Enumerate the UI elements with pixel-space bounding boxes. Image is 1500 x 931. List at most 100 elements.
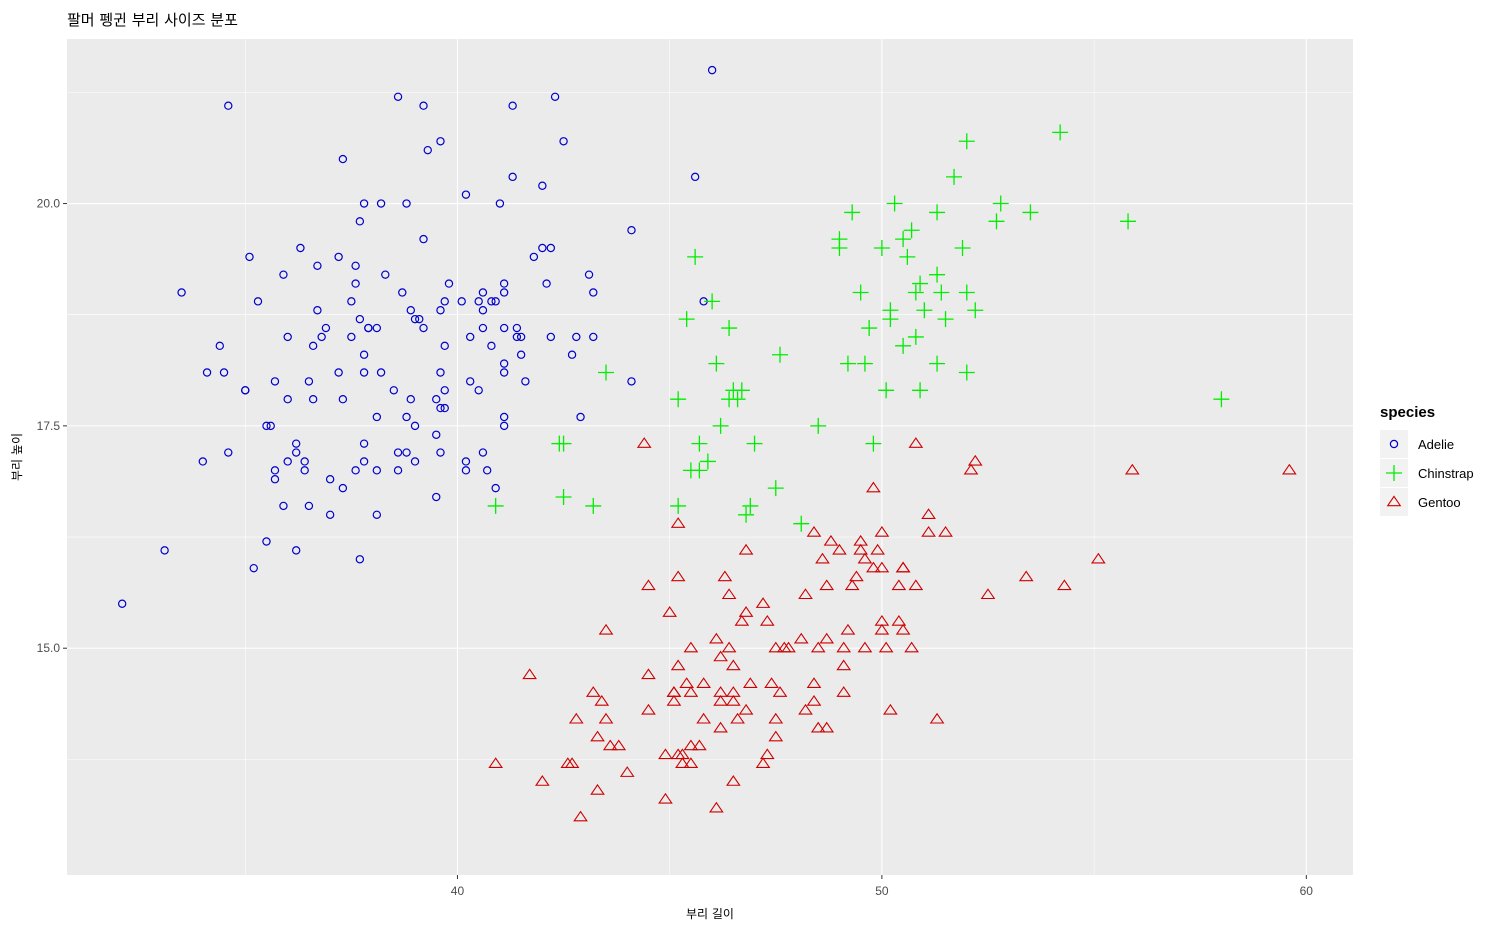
gentoo-point — [742, 677, 758, 688]
adelie-point — [393, 92, 403, 102]
series-gentoo — [488, 437, 1297, 822]
gentoo-point — [844, 579, 860, 591]
adelie-point — [512, 332, 522, 342]
chinstrap-point — [992, 195, 1009, 212]
gentoo-point — [874, 526, 890, 537]
gentoo-point — [679, 677, 694, 688]
chinstrap-point — [691, 435, 708, 452]
chinstrap-point — [721, 391, 738, 408]
gentoo-point — [895, 623, 911, 635]
chinstrap-point — [742, 497, 759, 514]
adelie-point — [466, 377, 475, 386]
adelie-point — [499, 421, 509, 431]
gentoo-point — [870, 543, 885, 555]
adelie-point — [499, 288, 509, 297]
y-tick-label: 15.0 — [37, 641, 61, 655]
gentoo-point — [713, 650, 728, 662]
adelie-point — [410, 421, 420, 431]
gentoo-point — [1018, 570, 1034, 582]
chinstrap-point — [721, 320, 738, 337]
gentoo-point — [967, 454, 983, 466]
chinstrap-point — [958, 133, 975, 150]
adelie-point — [372, 323, 382, 333]
chinstrap-point — [712, 417, 729, 434]
chinstrap-point — [670, 497, 687, 514]
adelie-point — [351, 466, 360, 475]
gentoo-point — [721, 588, 737, 600]
chinstrap-point — [555, 435, 572, 452]
adelie-point — [576, 412, 585, 422]
adelie-point — [436, 448, 445, 457]
y-axis-ticks: 15.0 17.5 20.0 — [37, 197, 67, 655]
gentoo-point — [598, 623, 614, 635]
chinstrap-point — [958, 284, 975, 301]
gentoo-point — [836, 641, 852, 653]
gentoo-point — [921, 526, 936, 537]
gentoo-point — [573, 810, 588, 822]
gentoo-point — [874, 561, 890, 573]
adelie-point — [376, 199, 386, 208]
adelie-point — [338, 394, 348, 404]
adelie-point — [304, 501, 314, 511]
adelie-point — [355, 555, 365, 564]
adelie-point — [291, 448, 301, 457]
chinstrap-point — [886, 195, 903, 212]
gentoo-point — [938, 526, 953, 537]
gentoo-point — [658, 792, 673, 804]
gentoo-point — [738, 703, 754, 715]
adelie-point — [474, 386, 483, 395]
chinstrap-point — [585, 497, 602, 514]
adelie-point — [436, 137, 445, 146]
legend-key-adelie — [1389, 439, 1399, 449]
adelie-point — [266, 421, 275, 431]
chinstrap-point — [856, 355, 873, 372]
adelie-point — [482, 466, 492, 475]
chinstrap-point — [882, 311, 899, 328]
chinstrap-point — [555, 489, 572, 506]
gentoo-point — [764, 677, 779, 688]
adelie-point — [359, 457, 369, 466]
adelie-point — [495, 199, 505, 208]
adelie-point — [300, 457, 309, 466]
gentoo-point — [866, 481, 881, 493]
plot-panel — [67, 39, 1353, 875]
gentoo-point — [568, 712, 584, 724]
adelie-point — [508, 172, 517, 182]
x-axis-ticks: 40 50 60 — [451, 875, 1313, 898]
legend-label-adelie: Adelie — [1418, 437, 1454, 452]
adelie-point — [406, 306, 415, 315]
chinstrap-point — [772, 346, 789, 363]
legend-title: species — [1380, 404, 1435, 421]
chinstrap-point — [767, 480, 784, 497]
adelie-point — [359, 368, 369, 377]
gentoo-point — [768, 712, 784, 724]
adelie-point — [444, 279, 454, 288]
gentoo-point — [602, 739, 618, 751]
gentoo-point — [904, 641, 919, 653]
adelie-point — [347, 297, 356, 306]
adelie-point — [516, 332, 526, 342]
adelie-point — [538, 243, 547, 253]
adelie-point — [355, 314, 365, 324]
gentoo-point — [730, 712, 745, 724]
adelie-point — [487, 341, 496, 351]
x-tick-label: 50 — [875, 884, 889, 898]
adelie-point — [410, 314, 420, 324]
gentoo-point — [798, 703, 813, 715]
chinstrap-point — [810, 417, 827, 434]
gentoo-point — [798, 588, 813, 600]
legend-key-chinstrap — [1386, 465, 1402, 481]
adelie-point — [279, 501, 288, 511]
adelie-point — [270, 475, 280, 484]
adelie-point — [487, 297, 496, 306]
gentoo-point — [759, 614, 775, 626]
gentoo-point — [641, 703, 656, 715]
adelie-point — [359, 439, 369, 448]
adelie-point — [402, 412, 411, 422]
adelie-point — [351, 279, 360, 288]
gentoo-point — [836, 686, 852, 697]
legend: species Adelie Chinstrap Gentoo — [1380, 404, 1474, 516]
chinstrap-point — [598, 364, 615, 381]
adelie-point — [627, 377, 636, 386]
